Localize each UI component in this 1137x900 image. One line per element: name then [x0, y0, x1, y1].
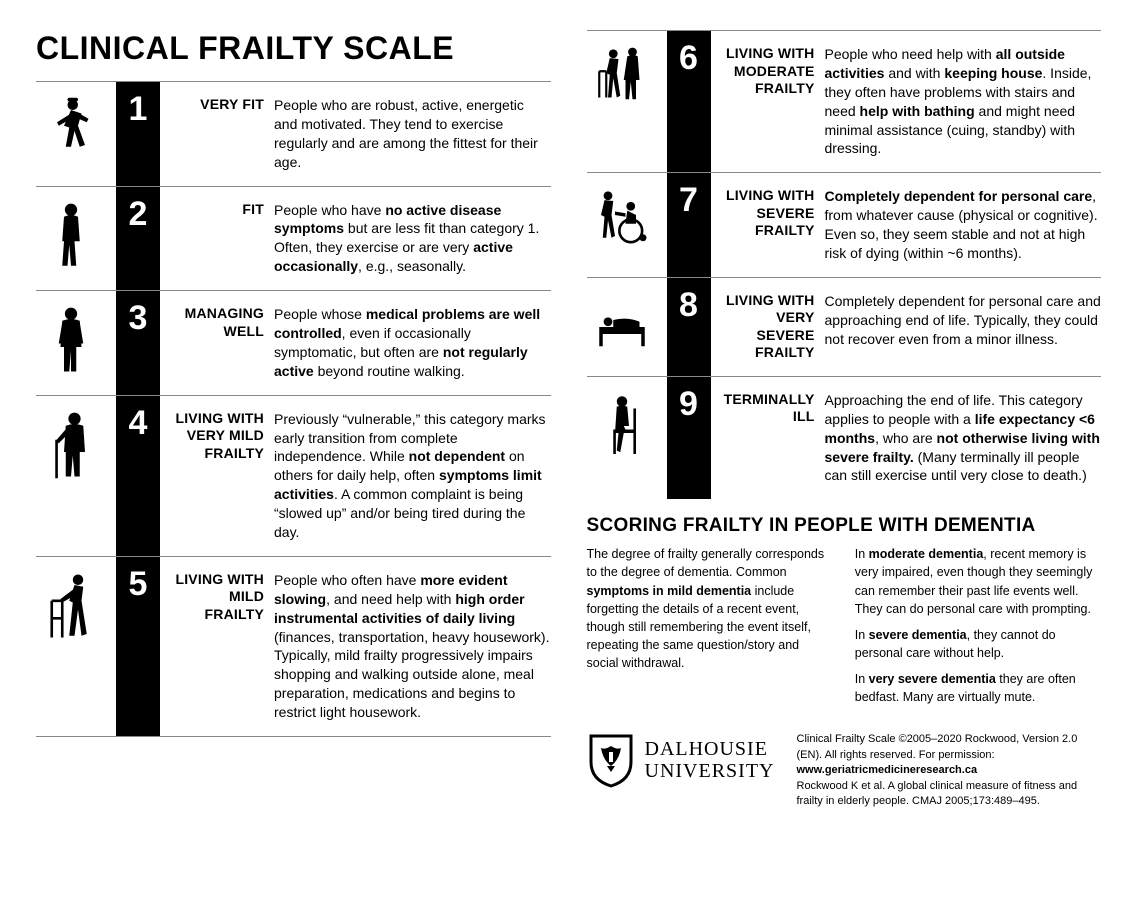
level-row-3: 3 MANAGING WELL People whose medical pro… [36, 290, 551, 395]
level-9-number: 9 [667, 377, 711, 499]
level-4-icon [36, 406, 106, 542]
level-2-desc: People who have no active disease sympto… [274, 197, 551, 277]
level-5-desc: People who often have more evident slowi… [274, 567, 551, 722]
level-8-label: LIVING WITH VERY SEVERE FRAILTY [721, 288, 815, 362]
level-6-icon [587, 41, 657, 158]
level-6-number: 6 [667, 31, 711, 172]
level-2-label: FIT [170, 197, 264, 277]
level-5-icon [36, 567, 106, 722]
dementia-left: The degree of frailty generally correspo… [587, 545, 833, 714]
level-row-5: 5 LIVING WITH MILD FRAILTY People who of… [36, 556, 551, 737]
dementia-heading: SCORING FRAILTY IN PEOPLE WITH DEMENTIA [587, 515, 1102, 537]
level-4-number: 4 [116, 396, 160, 556]
level-4-desc: Previously “vulnerable,” this category m… [274, 406, 551, 542]
level-row-1: 1 VERY FIT People who are robust, active… [36, 81, 551, 186]
level-row-6: 6 LIVING WITH MODERATE FRAILTY People wh… [587, 30, 1102, 172]
left-column: CLINICAL FRAILTY SCALE 1 VERY FIT People… [36, 30, 551, 870]
dementia-right: In moderate dementia, recent memory is v… [855, 545, 1101, 714]
dementia-columns: The degree of frailty generally correspo… [587, 545, 1102, 714]
level-7-desc: Completely dependent for personal care, … [825, 183, 1102, 263]
level-row-2: 2 FIT People who have no active disease … [36, 186, 551, 291]
level-7-number: 7 [667, 173, 711, 277]
university-name: DALHOUSIE UNIVERSITY [645, 738, 775, 782]
level-3-icon [36, 301, 106, 381]
level-9-icon [587, 387, 657, 485]
page-title: CLINICAL FRAILTY SCALE [36, 30, 551, 67]
level-9-label: TERMINALLY ILL [721, 387, 815, 485]
level-1-number: 1 [116, 82, 160, 186]
level-6-label: LIVING WITH MODERATE FRAILTY [721, 41, 815, 158]
level-3-number: 3 [116, 291, 160, 395]
level-row-8: 8 LIVING WITH VERY SEVERE FRAILTY Comple… [587, 277, 1102, 376]
level-1-desc: People who are robust, active, energetic… [274, 92, 551, 172]
level-3-desc: People whose medical problems are well c… [274, 301, 551, 381]
level-8-desc: Completely dependent for personal care a… [825, 288, 1102, 362]
footer: DALHOUSIE UNIVERSITY Clinical Frailty Sc… [587, 732, 1102, 809]
level-3-label: MANAGING WELL [170, 301, 264, 381]
right-column: 6 LIVING WITH MODERATE FRAILTY People wh… [587, 30, 1102, 870]
level-row-7: 7 LIVING WITH SEVERE FRAILTY Completely … [587, 172, 1102, 277]
level-1-label: VERY FIT [170, 92, 264, 172]
level-9-desc: Approaching the end of life. This catego… [825, 387, 1102, 485]
shield-icon [587, 732, 635, 788]
level-row-9: 9 TERMINALLY ILL Approaching the end of … [587, 376, 1102, 499]
credit-text: Clinical Frailty Scale ©2005–2020 Rockwo… [797, 732, 1102, 809]
level-4-label: LIVING WITH VERY MILD FRAILTY [170, 406, 264, 542]
level-6-desc: People who need help with all outside ac… [825, 41, 1102, 158]
level-1-icon [36, 92, 106, 172]
level-5-label: LIVING WITH MILD FRAILTY [170, 567, 264, 722]
level-5-number: 5 [116, 557, 160, 736]
level-8-number: 8 [667, 278, 711, 376]
level-2-number: 2 [116, 187, 160, 291]
level-7-label: LIVING WITH SEVERE FRAILTY [721, 183, 815, 263]
level-8-icon [587, 288, 657, 362]
level-7-icon [587, 183, 657, 263]
level-row-4: 4 LIVING WITH VERY MILD FRAILTY Previous… [36, 395, 551, 556]
university-logo: DALHOUSIE UNIVERSITY [587, 732, 775, 788]
level-2-icon [36, 197, 106, 277]
